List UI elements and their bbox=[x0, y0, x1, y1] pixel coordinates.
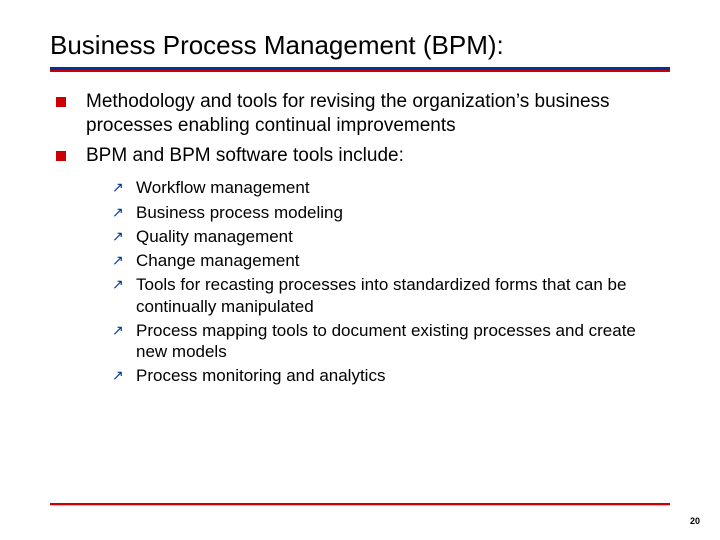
sub-bullet-text: Workflow management bbox=[136, 177, 670, 198]
sub-bullet-text: Business process modeling bbox=[136, 202, 670, 223]
sub-bullet-text: Tools for recasting processes into stand… bbox=[136, 274, 670, 317]
footer-divider bbox=[50, 503, 670, 506]
bullet-level2: ↗ Workflow management bbox=[112, 177, 670, 198]
bullet-text: BPM and BPM software tools include: bbox=[86, 144, 670, 168]
sub-bullet-text: Change management bbox=[136, 250, 670, 271]
bullet-level1: Methodology and tools for revising the o… bbox=[50, 90, 670, 138]
square-bullet-icon bbox=[56, 151, 66, 161]
arrow-bullet-icon: ↗ bbox=[112, 321, 126, 341]
arrow-bullet-icon: ↗ bbox=[112, 275, 126, 295]
sub-bullet-text: Process monitoring and analytics bbox=[136, 365, 670, 386]
bullet-text: Methodology and tools for revising the o… bbox=[86, 90, 670, 138]
bullet-level2: ↗ Quality management bbox=[112, 226, 670, 247]
bullet-level2: ↗ Tools for recasting processes into sta… bbox=[112, 274, 670, 317]
arrow-bullet-icon: ↗ bbox=[112, 203, 126, 223]
sub-bullet-text: Process mapping tools to document existi… bbox=[136, 320, 670, 363]
sub-bullet-text: Quality management bbox=[136, 226, 670, 247]
arrow-bullet-icon: ↗ bbox=[112, 227, 126, 247]
title-underline bbox=[50, 67, 670, 72]
arrow-bullet-icon: ↗ bbox=[112, 251, 126, 271]
slide: Business Process Management (BPM): Metho… bbox=[0, 0, 720, 540]
sub-bullet-list: ↗ Workflow management ↗ Business process… bbox=[112, 177, 670, 386]
page-number: 20 bbox=[690, 516, 700, 526]
bullet-level2: ↗ Process monitoring and analytics bbox=[112, 365, 670, 386]
content-area: Methodology and tools for revising the o… bbox=[50, 90, 670, 387]
arrow-bullet-icon: ↗ bbox=[112, 178, 126, 198]
bullet-level2: ↗ Process mapping tools to document exis… bbox=[112, 320, 670, 363]
square-bullet-icon bbox=[56, 97, 66, 107]
bullet-level1: BPM and BPM software tools include: bbox=[50, 144, 670, 168]
arrow-bullet-icon: ↗ bbox=[112, 366, 126, 386]
bullet-level2: ↗ Business process modeling bbox=[112, 202, 670, 223]
slide-title: Business Process Management (BPM): bbox=[50, 30, 670, 61]
bullet-level2: ↗ Change management bbox=[112, 250, 670, 271]
